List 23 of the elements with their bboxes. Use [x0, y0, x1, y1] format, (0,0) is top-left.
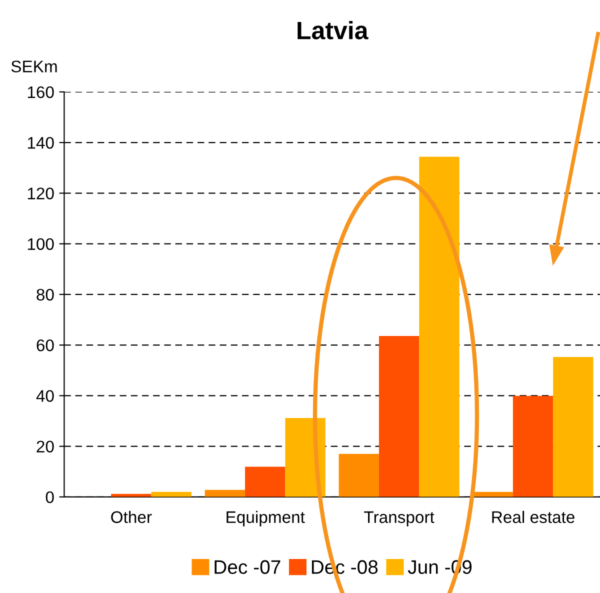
- bar: [338, 454, 379, 497]
- y-tick-label: 120: [28, 188, 54, 200]
- x-tick-label: Other: [111, 510, 152, 524]
- x-tick-label: Real estate: [492, 510, 574, 524]
- x-tick-label: Equipment: [226, 510, 305, 526]
- y-tick-label: 100: [28, 238, 54, 250]
- bar: [245, 466, 286, 497]
- x-tick-label: Transport: [364, 511, 434, 526]
- y-tick-label: 0: [46, 491, 54, 504]
- bar: [419, 156, 460, 497]
- y-axis-title: SEKm: [11, 60, 57, 72]
- bar: [204, 490, 246, 497]
- bar: [553, 356, 594, 497]
- y-tick-label: 60: [36, 339, 54, 352]
- y-tick-label: 140: [28, 136, 54, 149]
- y-tick-label: 20: [36, 440, 54, 453]
- y-tick-label: 40: [36, 390, 54, 402]
- bar: [512, 396, 554, 497]
- y-tick-label: 80: [36, 288, 54, 301]
- chart-title: Latvia: [298, 21, 368, 40]
- legend-label: Dec -07: [214, 560, 280, 574]
- bar: [378, 336, 420, 497]
- y-tick-label: 160: [28, 86, 54, 98]
